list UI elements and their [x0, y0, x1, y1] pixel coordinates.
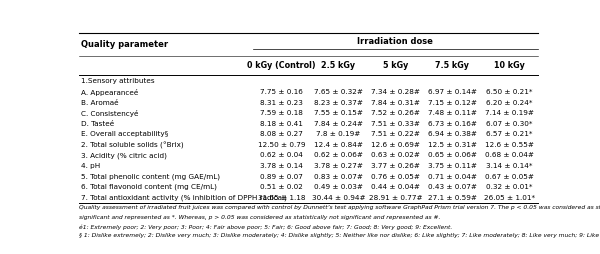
Text: 5. Total phenolic content (mg GAE/mL): 5. Total phenolic content (mg GAE/mL) — [81, 173, 220, 180]
Text: 10 kGy: 10 kGy — [494, 61, 524, 70]
Text: 0.63 ± 0.02#: 0.63 ± 0.02# — [371, 152, 420, 158]
Text: 3.78 ± 0.14: 3.78 ± 0.14 — [260, 163, 303, 169]
Text: 2. Total soluble solids (°Brix): 2. Total soluble solids (°Brix) — [81, 141, 184, 149]
Text: 7.34 ± 0.28#: 7.34 ± 0.28# — [371, 89, 420, 95]
Text: 7.15 ± 0.12#: 7.15 ± 0.12# — [428, 100, 477, 106]
Text: 28.91 ± 0.77#: 28.91 ± 0.77# — [368, 195, 422, 201]
Text: 0.76 ± 0.05#: 0.76 ± 0.05# — [371, 173, 420, 180]
Text: 3.77 ± 0.26#: 3.77 ± 0.26# — [371, 163, 420, 169]
Text: Quality assessment of irradiated fruit juices was compared with control by Dunne: Quality assessment of irradiated fruit j… — [79, 205, 600, 210]
Text: E. Overall acceptability§: E. Overall acceptability§ — [81, 131, 168, 137]
Text: 31.65 ± 1.18: 31.65 ± 1.18 — [258, 195, 305, 201]
Text: 6.97 ± 0.14#: 6.97 ± 0.14# — [428, 89, 477, 95]
Text: 7.84 ± 0.31#: 7.84 ± 0.31# — [371, 100, 420, 106]
Text: 8.31 ± 0.23: 8.31 ± 0.23 — [260, 100, 303, 106]
Text: 0.49 ± 0.03#: 0.49 ± 0.03# — [314, 184, 363, 190]
Text: 0.62 ± 0.06#: 0.62 ± 0.06# — [314, 152, 363, 158]
Text: C. Consistencyé: C. Consistencyé — [81, 110, 139, 117]
Text: A. Appearanceé: A. Appearanceé — [81, 89, 139, 96]
Text: B. Aromaé: B. Aromaé — [81, 100, 119, 106]
Text: 12.5 ± 0.31#: 12.5 ± 0.31# — [428, 142, 477, 148]
Text: significant and represented as *. Whereas, p > 0.05 was considered as statistica: significant and represented as *. Wherea… — [79, 215, 440, 220]
Text: 7.14 ± 0.19#: 7.14 ± 0.19# — [485, 110, 534, 116]
Text: 0.62 ± 0.04: 0.62 ± 0.04 — [260, 152, 303, 158]
Text: 7.51 ± 0.33#: 7.51 ± 0.33# — [371, 121, 420, 127]
Text: 7. Total antioxidant activity (% inhibition of DPPH radical): 7. Total antioxidant activity (% inhibit… — [81, 195, 287, 201]
Text: 6.20 ± 0.24*: 6.20 ± 0.24* — [486, 100, 532, 106]
Text: 7.65 ± 0.32#: 7.65 ± 0.32# — [314, 89, 363, 95]
Text: § 1: Dislike extremely; 2: Dislike very much; 3: Dislike moderately; 4: Dislike : § 1: Dislike extremely; 2: Dislike very … — [79, 233, 600, 239]
Text: 4. pH: 4. pH — [81, 163, 100, 169]
Text: Quality parameter: Quality parameter — [81, 40, 168, 49]
Text: 6.50 ± 0.21*: 6.50 ± 0.21* — [486, 89, 532, 95]
Text: 6. Total flavonoid content (mg CE/mL): 6. Total flavonoid content (mg CE/mL) — [81, 184, 217, 190]
Text: 3.78 ± 0.27#: 3.78 ± 0.27# — [314, 163, 363, 169]
Text: 7.48 ± 0.11#: 7.48 ± 0.11# — [428, 110, 477, 116]
Text: 0.32 ± 0.01*: 0.32 ± 0.01* — [486, 184, 532, 190]
Text: 3.75 ± 0.11#: 3.75 ± 0.11# — [428, 163, 477, 169]
Text: 7.55 ± 0.15#: 7.55 ± 0.15# — [314, 110, 363, 116]
Text: 7.51 ± 0.22#: 7.51 ± 0.22# — [371, 131, 420, 137]
Text: 0.43 ± 0.07#: 0.43 ± 0.07# — [428, 184, 477, 190]
Text: 7.59 ± 0.18: 7.59 ± 0.18 — [260, 110, 303, 116]
Text: 5 kGy: 5 kGy — [383, 61, 408, 70]
Text: 7.8 ± 0.19#: 7.8 ± 0.19# — [316, 131, 361, 137]
Text: 30.44 ± 0.94#: 30.44 ± 0.94# — [311, 195, 365, 201]
Text: 0.89 ± 0.07: 0.89 ± 0.07 — [260, 173, 303, 180]
Text: 8.23 ± 0.37#: 8.23 ± 0.37# — [314, 100, 363, 106]
Text: 12.6 ± 0.69#: 12.6 ± 0.69# — [371, 142, 420, 148]
Text: 8.18 ± 0.41: 8.18 ± 0.41 — [260, 121, 303, 127]
Text: 6.57 ± 0.21*: 6.57 ± 0.21* — [486, 131, 532, 137]
Text: 26.05 ± 1.01*: 26.05 ± 1.01* — [484, 195, 535, 201]
Text: 3.14 ± 0.14*: 3.14 ± 0.14* — [486, 163, 532, 169]
Text: 0.65 ± 0.06#: 0.65 ± 0.06# — [428, 152, 477, 158]
Text: Irradiation dose: Irradiation dose — [358, 37, 433, 46]
Text: 6.07 ± 0.30*: 6.07 ± 0.30* — [486, 121, 532, 127]
Text: 6.94 ± 0.38#: 6.94 ± 0.38# — [428, 131, 477, 137]
Text: é1: Extremely poor; 2: Very poor; 3: Poor; 4: Fair above poor; 5: Fair; 6: Good : é1: Extremely poor; 2: Very poor; 3: Poo… — [79, 224, 452, 230]
Text: 7.84 ± 0.24#: 7.84 ± 0.24# — [314, 121, 363, 127]
Text: 8.08 ± 0.27: 8.08 ± 0.27 — [260, 131, 303, 137]
Text: 27.1 ± 0.59#: 27.1 ± 0.59# — [428, 195, 477, 201]
Text: 12.6 ± 0.55#: 12.6 ± 0.55# — [485, 142, 534, 148]
Text: 2.5 kGy: 2.5 kGy — [322, 61, 356, 70]
Text: 7.5 kGy: 7.5 kGy — [436, 61, 469, 70]
Text: 0.71 ± 0.04#: 0.71 ± 0.04# — [428, 173, 477, 180]
Text: 7.75 ± 0.16: 7.75 ± 0.16 — [260, 89, 303, 95]
Text: 0.68 ± 0.04#: 0.68 ± 0.04# — [485, 152, 534, 158]
Text: 1.Sensory attributes: 1.Sensory attributes — [81, 78, 155, 84]
Text: 6.73 ± 0.16#: 6.73 ± 0.16# — [428, 121, 477, 127]
Text: D. Tasteé: D. Tasteé — [81, 121, 114, 127]
Text: 3. Acidity (% citric acid): 3. Acidity (% citric acid) — [81, 152, 167, 159]
Text: 7.52 ± 0.26#: 7.52 ± 0.26# — [371, 110, 420, 116]
Text: 12.50 ± 0.79: 12.50 ± 0.79 — [258, 142, 305, 148]
Text: 0.51 ± 0.02: 0.51 ± 0.02 — [260, 184, 303, 190]
Text: 0.67 ± 0.05#: 0.67 ± 0.05# — [485, 173, 534, 180]
Text: 0.44 ± 0.04#: 0.44 ± 0.04# — [371, 184, 420, 190]
Text: 0.83 ± 0.07#: 0.83 ± 0.07# — [314, 173, 363, 180]
Text: 12.4 ± 0.84#: 12.4 ± 0.84# — [314, 142, 363, 148]
Text: 0 kGy (Control): 0 kGy (Control) — [247, 61, 316, 70]
